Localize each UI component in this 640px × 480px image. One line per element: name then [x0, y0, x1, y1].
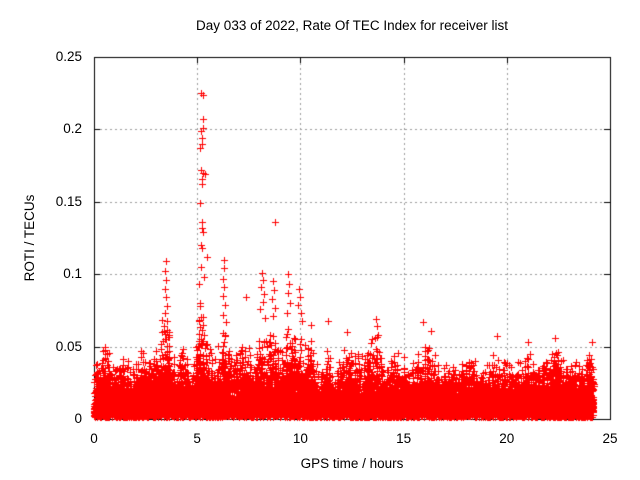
y-tick-label: 0.2 — [63, 121, 82, 137]
x-tick-label: 10 — [292, 431, 308, 446]
plot-area — [94, 57, 610, 419]
x-tick-label: 15 — [396, 431, 412, 446]
x-tick-label: 20 — [499, 431, 515, 446]
x-tick-label: 0 — [90, 431, 98, 446]
y-tick-label: 0.15 — [55, 193, 82, 209]
y-tick-label: 0.1 — [63, 266, 82, 282]
y-tick-label: 0.05 — [55, 338, 82, 354]
y-tick-label: 0 — [74, 411, 82, 426]
x-tick-label: 5 — [193, 431, 201, 446]
x-tick-label: 25 — [602, 431, 618, 446]
chart-title: Day 033 of 2022, Rate Of TEC Index for r… — [196, 18, 508, 33]
y-axis-label: ROTI / TECUs — [22, 194, 37, 282]
x-axis-label: GPS time / hours — [300, 456, 404, 471]
y-tick-label: 0.25 — [55, 49, 82, 64]
